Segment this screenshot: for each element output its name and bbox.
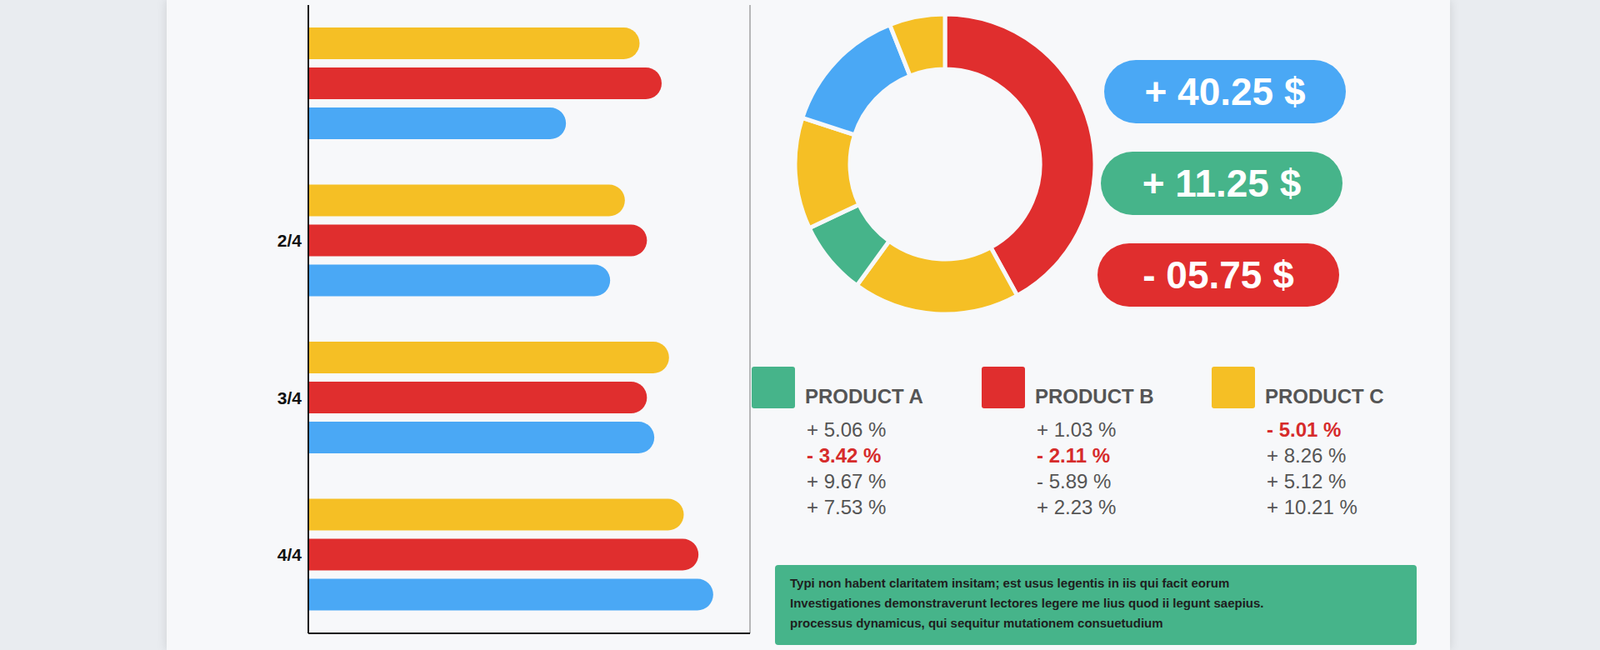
svg-text:3/4: 3/4 [277,388,303,408]
html-text:- 5.01 %: - 5.01 % [1266,418,1342,441]
svg-text:2/4: 2/4 [277,230,303,250]
html-text:+ 5.12 %: + 5.12 % [1266,470,1347,493]
html-text:- 5.89 %: - 5.89 % [1036,470,1112,493]
html-text:+ 7.53 %: + 7.53 % [806,495,887,519]
html-text:Typi non habent claritatem ins: Typi non habent claritatem insitam; est … [790,575,1230,590]
html-text:PRODUCT B: PRODUCT B [1035,385,1154,408]
html-text:+ 40.25 $: + 40.25 $ [1144,70,1306,114]
html-text:+ 11.25 $: + 11.25 $ [1142,161,1302,205]
html-text:PRODUCT A: PRODUCT A [805,385,924,408]
html-text:Investigationes demonstraverun: Investigationes demonstraverunt lectores… [790,595,1264,610]
html-text:- 05.75 $: - 05.75 $ [1142,253,1294,297]
html-text:+ 2.23 %: + 2.23 % [1036,495,1117,519]
html-text:processus dynamicus, qui sequi: processus dynamicus, qui sequitur mutati… [790,615,1163,630]
html-text:- 3.42 %: - 3.42 % [806,444,882,467]
html-text:+ 8.26 %: + 8.26 % [1266,444,1347,467]
html-text:PRODUCT C: PRODUCT C [1265,385,1384,408]
html-text:+ 9.67 %: + 9.67 % [806,470,887,493]
html-text:+ 1.03 %: + 1.03 % [1036,418,1117,441]
html-text:+ 5.06 %: + 5.06 % [806,418,887,441]
html-text:- 2.11 %: - 2.11 % [1036,444,1111,467]
svg-text:4/4: 4/4 [277,545,303,565]
html-text:+ 10.21 %: + 10.21 % [1266,495,1358,519]
